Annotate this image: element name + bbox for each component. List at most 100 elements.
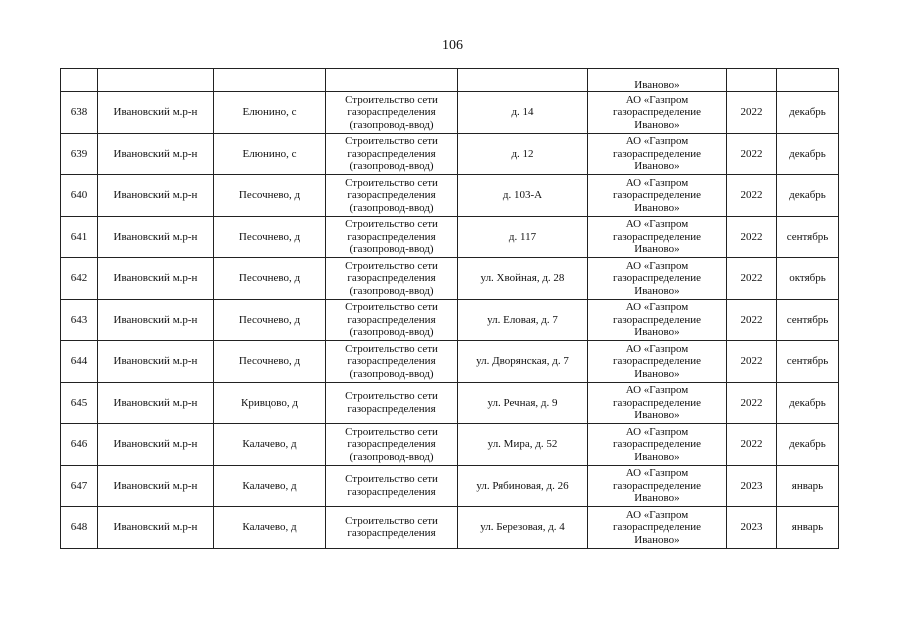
cell-organization-line: газораспределение xyxy=(612,521,702,533)
cell-district: Ивановский м.р-н xyxy=(97,91,214,134)
cell-month: сентябрь xyxy=(776,298,839,341)
cell-organization-line: АО «Газпром xyxy=(625,93,689,106)
cell-organization-line: АО «Газпром xyxy=(625,508,689,521)
cell-address: ул. Дворянская, д. 7 xyxy=(457,340,588,383)
table-row: 640 Ивановский м.р-н Песочнево, д Строитель… xyxy=(60,174,839,217)
cell-organization-line: Иваново» xyxy=(634,160,680,172)
cell-locality: Калачево, д xyxy=(213,506,326,549)
page-number: 106 xyxy=(442,38,463,53)
cell-organization-line: газораспределение xyxy=(612,313,702,326)
table-row: 645 Ивановский м.р-н Кривцово, д Строительс… xyxy=(60,381,839,424)
cell-organization: АО «Газпром газораспределение Иваново» xyxy=(587,423,727,466)
cell-month: декабрь xyxy=(776,174,839,217)
cell-organization: АО «Газпром газораспределение Иваново» xyxy=(587,215,727,258)
cell-organization-line: Иваново» xyxy=(634,492,680,504)
cell-organization-line: газораспределение xyxy=(612,106,702,118)
cell-work-type-line: газораспределения xyxy=(347,313,436,326)
cell-work-type-line: (газопровод-ввод) xyxy=(349,118,434,131)
table-row: 641 Ивановский м.р-н Песочнево, д Строитель… xyxy=(60,215,839,258)
cell-work-type-line: газораспределения xyxy=(347,402,436,415)
cell-organization-line: газораспределение xyxy=(612,272,702,284)
cell-year: 2022 xyxy=(726,381,777,424)
cell-month: декабрь xyxy=(776,381,839,424)
cell-month: январь xyxy=(776,464,839,507)
cell-month: декабрь xyxy=(776,91,839,134)
cell-work-type-line: (газопровод-ввод) xyxy=(349,450,434,463)
cell-work-type-line: газораспределения xyxy=(347,485,436,498)
cell-organization-line: газораспределение xyxy=(612,355,702,367)
cell-work-type: Строительство сети газораспределения (газо… xyxy=(325,340,458,383)
cell-address: д. 12 xyxy=(457,132,588,175)
cell-work-type: Строительство сети газораспределения (газо… xyxy=(325,174,458,217)
cell-organization-line: Иваново» xyxy=(634,326,680,338)
cell-number: 646 xyxy=(60,423,98,466)
cell-work-type-line: газораспределения xyxy=(347,272,436,284)
cell-organization-line: Иваново» xyxy=(634,284,680,297)
cell-work-type-line: Строительство сети xyxy=(345,93,438,106)
cell-work-type: Строительство сети газораспределения (газо… xyxy=(325,298,458,341)
cell-organization-line: газораспределение xyxy=(612,147,702,160)
cell-organization-line: АО «Газпром xyxy=(625,135,689,147)
cell-work-type-line: (газопровод-ввод) xyxy=(349,160,434,172)
cell-year: 2022 xyxy=(726,132,777,175)
cell-work-type-line: газораспределения xyxy=(347,527,436,540)
cell-work-type-line: газораспределения xyxy=(347,438,436,450)
cell-work-type: Строительство сети газораспределения xyxy=(325,381,458,424)
table-row: 639 Ивановский м.р-н Елюнино, с Строительст… xyxy=(60,132,839,175)
cell-address: ул. Мира, д. 52 xyxy=(457,423,588,466)
cell-organization-line: АО «Газпром xyxy=(625,301,689,313)
cell-organization: АО «Газпром газораспределение Иваново» xyxy=(587,340,727,383)
cell-number: 647 xyxy=(60,464,98,507)
table-row: 638 Ивановский м.р-н Елюнино, с Строительст… xyxy=(60,91,839,134)
cell-number: 642 xyxy=(60,257,98,300)
cell-number: 644 xyxy=(60,340,98,383)
cell-address: д. 117 xyxy=(457,215,588,258)
cell-work-type: Строительство сети газораспределения xyxy=(325,464,458,507)
cell-number: 639 xyxy=(60,132,98,175)
cell-work-type-line: (газопровод-ввод) xyxy=(349,367,434,380)
cell-locality: Калачево, д xyxy=(213,423,326,466)
cell-work-type-line: Строительство сети xyxy=(345,135,438,147)
cell-address: ул. Рябиновая, д. 26 xyxy=(457,464,588,507)
cell-month: сентябрь xyxy=(776,215,839,258)
cell-number: 641 xyxy=(60,215,98,258)
cell-month: декабрь xyxy=(776,132,839,175)
cell-organization: АО «Газпром газораспределение Иваново» xyxy=(587,174,727,217)
cell-organization-line: Иваново» xyxy=(634,367,680,380)
cell-work-type-line: Строительство сети xyxy=(345,514,438,527)
cell-year: 2022 xyxy=(726,215,777,258)
cell-year: 2023 xyxy=(726,464,777,507)
cell-year: 2023 xyxy=(726,506,777,549)
cell-work-type: Строительство сети газораспределения (газо… xyxy=(325,132,458,175)
cell-work-type-line: Строительство сети xyxy=(345,218,438,230)
cell-organization-line: АО «Газпром xyxy=(625,467,689,479)
cell-locality: Песочнево, д xyxy=(213,174,326,217)
cell-address: ул. Хвойная, д. 28 xyxy=(457,257,588,300)
cell-number: 645 xyxy=(60,381,98,424)
cell-locality: Кривцово, д xyxy=(213,381,326,424)
continuation-row: Иваново» xyxy=(60,68,839,92)
table-row: 643 Ивановский м.р-н Песочнево, д Строитель… xyxy=(60,298,839,341)
cell-year: 2022 xyxy=(726,257,777,300)
cell-work-type: Строительство сети газораспределения (газо… xyxy=(325,91,458,134)
cell-district: Ивановский м.р-н xyxy=(97,381,214,424)
cell-work-type-line: Строительство сети xyxy=(345,342,438,355)
cell-number: 640 xyxy=(60,174,98,217)
cell-organization: АО «Газпром газораспределение Иваново» xyxy=(587,464,727,507)
cell-district: Ивановский м.р-н xyxy=(97,257,214,300)
cell-district: Ивановский м.р-н xyxy=(97,506,214,549)
cell-organization-line: газораспределение xyxy=(612,479,702,492)
cell-work-type: Строительство сети газораспределения xyxy=(325,506,458,549)
cell-organization: АО «Газпром газораспределение Иваново» xyxy=(587,91,727,134)
cell-organization-line: Иваново» xyxy=(634,243,680,255)
cell-locality: Песочнево, д xyxy=(213,298,326,341)
cell-locality: Елюнино, с xyxy=(213,132,326,175)
cell-organization-line: АО «Газпром xyxy=(625,342,689,355)
cell-year: 2022 xyxy=(726,423,777,466)
cell-month: октябрь xyxy=(776,257,839,300)
cell-work-type-line: (газопровод-ввод) xyxy=(349,243,434,255)
cell-year: 2022 xyxy=(726,91,777,134)
cell-organization-line: АО «Газпром xyxy=(625,425,689,438)
cell-organization-line: газораспределение xyxy=(612,230,702,243)
cell-work-type-line: Строительство сети xyxy=(345,425,438,438)
